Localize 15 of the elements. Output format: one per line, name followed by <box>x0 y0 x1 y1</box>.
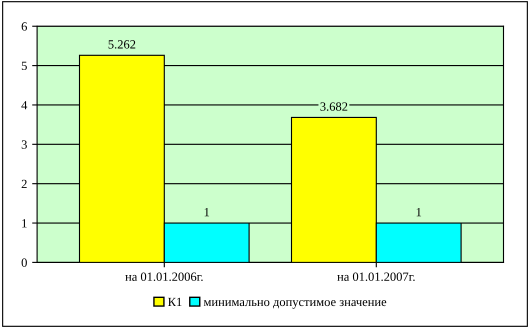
legend-label: К1 <box>168 298 182 306</box>
y-tick-label: 0 <box>22 258 27 267</box>
y-tick-label: 4 <box>21 101 28 110</box>
y-tick-label: 1 <box>22 219 27 228</box>
y-tick-label: 5 <box>22 62 27 70</box>
data-label: 1 <box>416 208 422 216</box>
y-tick-label: 6 <box>22 22 28 31</box>
y-tick-label: 3 <box>22 140 27 149</box>
data-label: 1 <box>204 208 210 216</box>
y-tick-label: 2 <box>22 180 27 188</box>
x-tick-label: на 01.01.2006г. <box>125 272 203 281</box>
data-label: 5.262 <box>108 40 136 49</box>
data-label: 3.682 <box>320 102 348 111</box>
x-tick-label: на 01.01.2007г. <box>337 272 415 281</box>
legend-label: минимально допустимое значение <box>204 300 386 309</box>
